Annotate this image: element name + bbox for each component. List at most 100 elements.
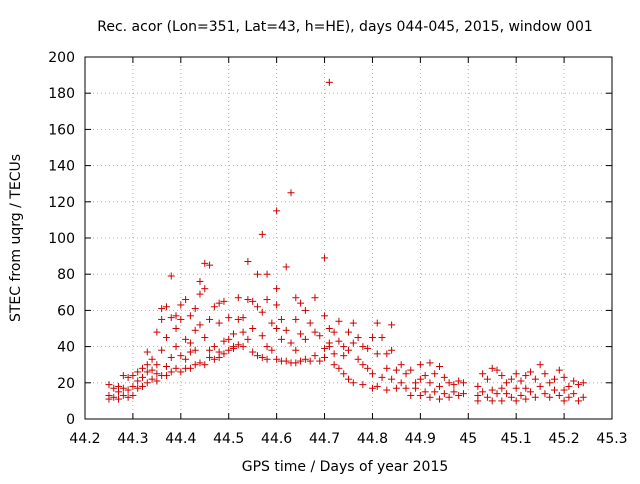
data-point [134, 377, 142, 385]
data-point [206, 261, 214, 269]
data-point [522, 372, 530, 380]
data-point [321, 254, 329, 262]
data-point [210, 355, 218, 363]
data-point [383, 364, 391, 372]
data-point [105, 381, 113, 389]
data-point [167, 272, 175, 280]
data-point [162, 363, 170, 371]
data-point [455, 377, 463, 385]
data-point [325, 325, 333, 332]
data-point [234, 341, 242, 349]
data-point [503, 390, 511, 398]
data-point [349, 319, 357, 327]
data-point [153, 361, 161, 369]
data-point [512, 370, 520, 378]
y-tick-label: 180 [48, 86, 75, 102]
data-point [474, 397, 482, 405]
data-point [206, 315, 214, 323]
data-point [546, 393, 554, 401]
data-point [340, 370, 348, 378]
data-point [177, 301, 185, 309]
data-point [172, 325, 180, 332]
data-point [129, 391, 137, 399]
data-point [263, 296, 271, 304]
data-point [244, 335, 252, 343]
data-point [488, 397, 496, 405]
data-point [191, 326, 199, 334]
data-point [182, 335, 190, 343]
data-point [555, 391, 563, 399]
data-point [402, 384, 410, 392]
data-point [364, 344, 372, 352]
data-point [158, 315, 166, 323]
data-point [392, 384, 400, 392]
data-point [230, 330, 238, 338]
x-tick-label: 44.2 [69, 431, 100, 447]
data-point [201, 361, 209, 369]
data-point [445, 393, 453, 401]
data-point [301, 306, 309, 314]
data-point [244, 258, 252, 266]
x-tick-label: 45.1 [501, 431, 532, 447]
data-point [551, 375, 559, 383]
data-point [527, 388, 535, 396]
points-layer [105, 78, 587, 405]
data-point [148, 375, 156, 383]
data-point [177, 315, 185, 323]
data-point [148, 366, 156, 374]
data-point [368, 334, 376, 342]
data-point [292, 294, 300, 302]
data-point [253, 303, 261, 311]
x-tick-label: 44.6 [261, 431, 292, 447]
data-point [517, 377, 525, 385]
data-point [450, 381, 458, 389]
data-point [416, 391, 424, 399]
data-point [234, 315, 242, 323]
data-point [330, 328, 338, 336]
data-point [210, 343, 218, 351]
data-point [297, 357, 305, 365]
data-point [138, 373, 146, 381]
data-point [138, 382, 146, 390]
data-point [268, 319, 276, 327]
data-point [119, 384, 127, 392]
data-point [392, 366, 400, 374]
y-tick-label: 0 [66, 412, 75, 428]
data-point [273, 285, 281, 293]
y-tick-label: 80 [57, 267, 75, 283]
data-point [388, 321, 396, 329]
x-tick-label: 44.9 [405, 431, 436, 447]
data-point [153, 328, 161, 336]
data-point [321, 353, 329, 361]
data-point [167, 353, 175, 361]
y-tick-label: 160 [48, 122, 75, 138]
data-point [459, 379, 467, 387]
data-point [522, 384, 530, 392]
data-point [436, 363, 444, 371]
data-point [143, 379, 151, 387]
data-point [325, 343, 333, 351]
data-point [273, 355, 281, 363]
data-point [182, 355, 190, 363]
data-point [507, 375, 515, 383]
data-point [397, 361, 405, 369]
data-point [507, 393, 515, 401]
data-point [234, 294, 242, 302]
y-tick-label: 60 [57, 303, 75, 319]
data-point [225, 346, 233, 354]
data-point [239, 314, 247, 322]
data-point [368, 370, 376, 378]
data-point [407, 366, 415, 374]
data-point [273, 325, 281, 332]
data-point [253, 352, 261, 360]
data-point [230, 344, 238, 352]
data-point [531, 375, 539, 383]
data-point [143, 348, 151, 356]
data-point [368, 384, 376, 392]
x-ticks: 44.2 44.3 44.4 44.5 44.6 44.7 44.8 44.9 45 45.1 45… [69, 57, 628, 447]
data-point [277, 335, 285, 343]
data-point [186, 312, 194, 320]
data-point [373, 382, 381, 390]
y-tick-label: 100 [48, 231, 75, 247]
data-point [345, 375, 352, 383]
